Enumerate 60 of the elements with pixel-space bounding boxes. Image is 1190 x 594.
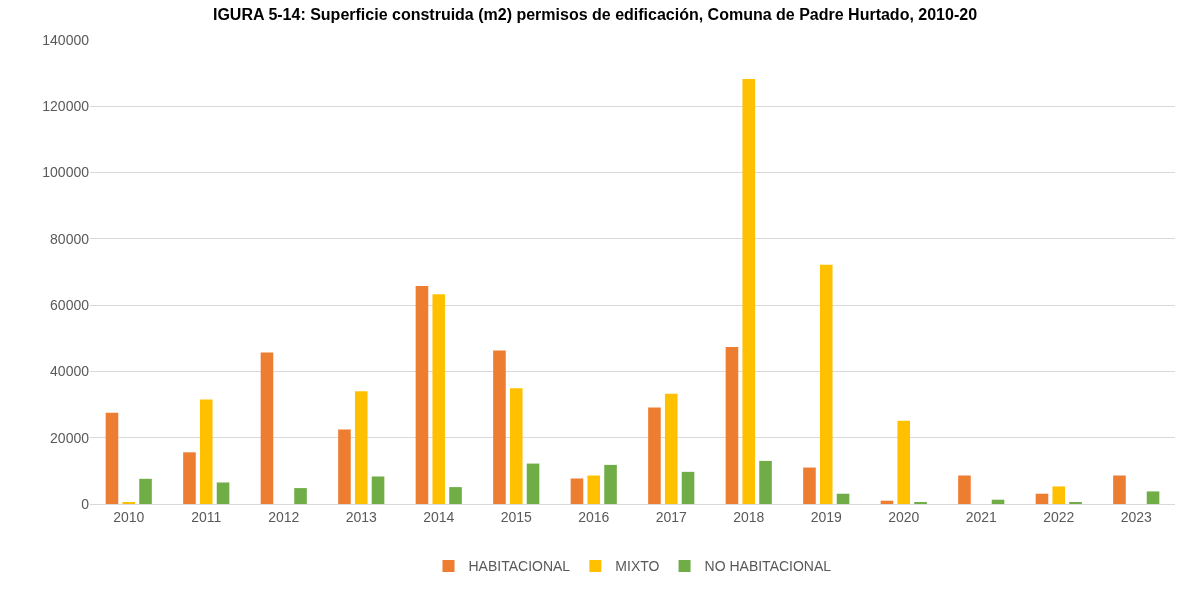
y-tick-label: 80000 — [50, 230, 90, 247]
bar — [819, 264, 833, 504]
x-tick-label: 2023 — [1120, 508, 1153, 525]
bar — [725, 346, 739, 504]
bar — [105, 412, 119, 504]
y-tick-label: 100000 — [42, 164, 90, 181]
bar — [199, 399, 213, 504]
bar — [526, 463, 540, 504]
bar — [958, 475, 971, 504]
bar — [509, 388, 523, 504]
bar — [1146, 491, 1160, 504]
bar — [432, 294, 446, 504]
x-tick-label: 2019 — [810, 508, 843, 525]
bar — [338, 429, 351, 504]
bar — [294, 488, 307, 504]
x-tick-label: 2018 — [733, 508, 765, 525]
y-tick-label: 20000 — [50, 429, 90, 446]
legend-label: MIXTO — [615, 558, 660, 575]
x-tick-label: 2020 — [888, 508, 920, 525]
bar — [664, 393, 678, 504]
bar — [1052, 486, 1066, 504]
y-tick-label: 120000 — [42, 98, 90, 115]
y-tick-label: 40000 — [50, 363, 90, 380]
bar — [139, 478, 152, 504]
bar — [759, 460, 772, 504]
y-tick-label: 140000 — [42, 31, 90, 48]
legend-label: HABITACIONAL — [468, 558, 571, 575]
bar — [604, 464, 617, 504]
x-tick-label: 2014 — [423, 508, 455, 525]
bar — [415, 285, 429, 504]
x-tick-label: 2016 — [578, 508, 610, 525]
bar — [354, 391, 368, 504]
y-tick-label: 60000 — [50, 297, 90, 314]
y-tick-label: 0 — [81, 495, 90, 512]
x-tick-label: 2022 — [1043, 508, 1075, 525]
x-tick-label: 2010 — [113, 508, 145, 525]
x-tick-label: 2017 — [655, 508, 688, 525]
bar — [260, 352, 274, 504]
x-tick-label: 2021 — [965, 508, 998, 525]
bar — [1035, 493, 1049, 504]
x-tick-label: 2013 — [345, 508, 378, 525]
x-tick-label: 2012 — [268, 508, 300, 525]
bar — [183, 452, 196, 504]
bar — [587, 475, 601, 504]
bar — [1113, 475, 1126, 504]
bar — [897, 420, 911, 504]
bar — [570, 478, 584, 504]
bar — [216, 482, 230, 504]
legend-label: NO HABITACIONAL — [704, 558, 832, 575]
bar — [803, 467, 816, 504]
bar — [648, 407, 661, 504]
chart-title: IGURA 5-14: Superficie construida (m2) permisos de edificación, Comuna de Padre Hurtado, 2010-20 — [212, 6, 978, 24]
bar — [449, 487, 462, 504]
bar — [493, 350, 506, 504]
x-tick-label: 2011 — [191, 508, 222, 525]
bar — [836, 493, 850, 504]
bar — [371, 476, 385, 504]
bar — [742, 79, 756, 504]
x-tick-label: 2015 — [500, 508, 533, 525]
bar — [681, 471, 695, 504]
